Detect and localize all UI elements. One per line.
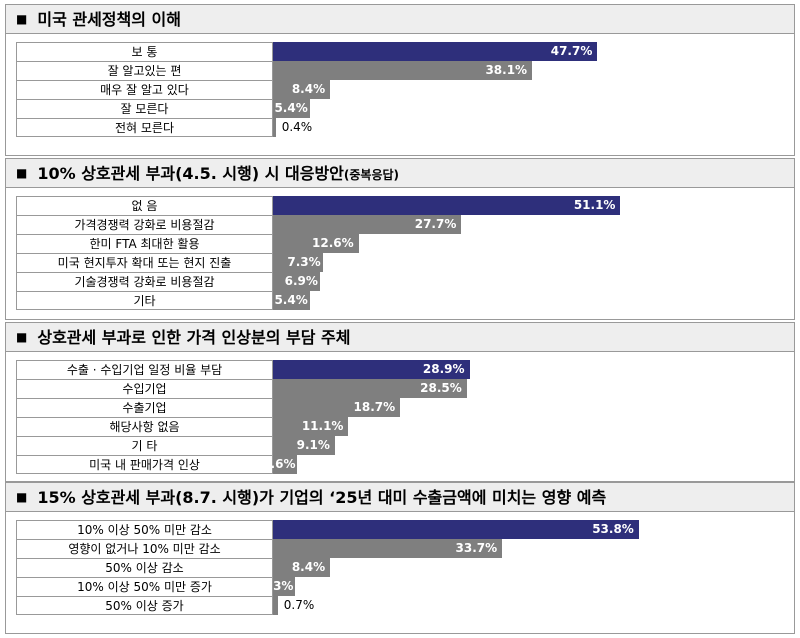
bar — [273, 417, 349, 436]
bar — [273, 196, 621, 215]
value-label: 47.7% — [550, 44, 593, 58]
bar — [273, 558, 331, 577]
category-label: 50% 이상 증가 — [16, 596, 273, 615]
bar — [273, 272, 320, 291]
bar — [273, 360, 470, 379]
section-header: ■ 10% 상호관세 부과(4.5. 시행) 시 대응방안(중복응답) — [5, 158, 795, 188]
bar — [273, 577, 296, 596]
value-label: 5.4% — [274, 293, 308, 307]
value-label: 8.4% — [291, 560, 326, 574]
bar-chart: 수출 · 수입기업 일정 비율 부담 28.9% 수입기업 28.5% 수출기업 18.7… — [5, 352, 795, 482]
bar — [273, 80, 331, 99]
value-label: 0.4% — [281, 120, 313, 134]
category-label: 기타 — [16, 291, 273, 310]
category-label: 해당사항 없음 — [16, 417, 273, 436]
section-title: 15% 상호관세 부과(8.7. 시행)가 기업의 ‘25년 대미 수출금액에 … — [37, 488, 607, 507]
category-label: 기술경쟁력 강화로 비용절감 — [16, 272, 273, 291]
value-label: 9.1% — [296, 438, 330, 452]
bar-chart: 10% 이상 50% 미만 감소 53.8% 영향이 없거나 10% 미만 감소 33… — [5, 512, 795, 634]
value-label: 3.6% — [262, 457, 296, 471]
category-label: 수입기업 — [16, 379, 273, 398]
bar — [273, 253, 323, 272]
bar — [273, 539, 503, 558]
bar — [273, 99, 310, 118]
bar — [273, 436, 335, 455]
value-label: 38.1% — [485, 63, 528, 77]
category-label: 전혀 모른다 — [16, 118, 273, 137]
category-label: 없 음 — [16, 196, 273, 215]
value-label: 12.6% — [312, 236, 354, 250]
category-label: 수출 · 수입기업 일정 비율 부담 — [16, 360, 273, 379]
category-label: 가격경쟁력 강화로 비용절감 — [16, 215, 273, 234]
bar — [273, 291, 310, 310]
bar — [273, 398, 401, 417]
value-label: 8.4% — [291, 82, 326, 96]
category-label: 미국 현지투자 확대 또는 현지 진출 — [16, 253, 273, 272]
category-label: 미국 내 판매가격 인상 — [16, 455, 273, 474]
value-label: 18.7% — [353, 400, 396, 414]
bar — [273, 61, 533, 80]
bar — [273, 455, 298, 474]
bar — [273, 118, 276, 137]
bar — [273, 234, 359, 253]
value-label: 3.3% — [260, 579, 294, 593]
value-label: 28.5% — [420, 381, 462, 395]
value-label: 5.4% — [274, 101, 308, 115]
bar — [273, 596, 278, 615]
bar — [273, 520, 639, 539]
bar-chart: 없 음 51.1% 가격경쟁력 강화로 비용절감 27.7% 한미 FTA 최대한 활용… — [5, 188, 795, 320]
category-label: 기 타 — [16, 436, 273, 455]
category-label: 50% 이상 감소 — [16, 558, 273, 577]
section-header: ■ 상호관세 부과로 인한 가격 인상분의 부담 주체 — [5, 322, 795, 352]
value-label: 27.7% — [414, 217, 457, 231]
value-label: 7.3% — [287, 255, 321, 269]
category-label: 보 통 — [16, 42, 273, 61]
value-label: 6.9% — [284, 274, 318, 288]
bullet-icon: ■ — [16, 166, 28, 180]
section-title: 상호관세 부과로 인한 가격 인상분의 부담 주체 — [37, 328, 351, 347]
value-label: 33.7% — [455, 541, 498, 555]
section-title: 미국 관세정책의 이해 — [37, 10, 181, 29]
value-label: 53.8% — [592, 522, 634, 536]
value-label: 51.1% — [573, 198, 616, 212]
category-label: 한미 FTA 최대한 활용 — [16, 234, 273, 253]
section-suffix: (중복응답) — [343, 168, 400, 182]
bar-chart: 보 통 47.7% 잘 알고있는 편 38.1% 매우 잘 알고 있다 8.4% 잘 모른다… — [5, 34, 795, 156]
bar — [273, 42, 598, 61]
bullet-icon: ■ — [16, 490, 28, 504]
bullet-icon: ■ — [16, 12, 28, 26]
section-header: ■ 미국 관세정책의 이해 — [5, 4, 795, 34]
value-label: 28.9% — [422, 362, 465, 376]
category-label: 매우 잘 알고 있다 — [16, 80, 273, 99]
category-label: 영향이 없거나 10% 미만 감소 — [16, 539, 273, 558]
section-header: ■ 15% 상호관세 부과(8.7. 시행)가 기업의 ‘25년 대미 수출금액에… — [5, 482, 795, 512]
value-label: 0.7% — [283, 598, 315, 612]
section-title: 10% 상호관세 부과(4.5. 시행) 시 대응방안 — [37, 164, 344, 183]
value-label: 11.1% — [301, 419, 344, 433]
category-label: 잘 모른다 — [16, 99, 273, 118]
bullet-icon: ■ — [16, 330, 28, 344]
category-label: 잘 알고있는 편 — [16, 61, 273, 80]
bar — [273, 215, 462, 234]
category-label: 수출기업 — [16, 398, 273, 417]
bar — [273, 379, 467, 398]
category-label: 10% 이상 50% 미만 감소 — [16, 520, 273, 539]
category-label: 10% 이상 50% 미만 증가 — [16, 577, 273, 596]
